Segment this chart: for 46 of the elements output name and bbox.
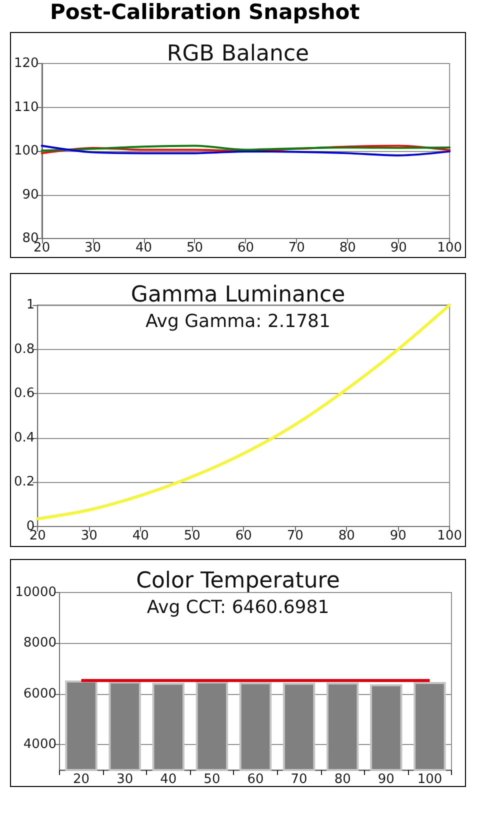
chart-title: Gamma Luminance [130,282,346,308]
x-tick-label: 30 [116,772,134,787]
line-series [36,304,452,520]
y-tick-label: 6000 [23,686,56,702]
y-tick-label: 1 [26,298,35,312]
y-tick-label: 4000 [23,737,56,752]
x-tick-label: 30 [80,528,98,544]
y-tick-label: 0.8 [14,342,35,357]
x-tick-label: 30 [84,240,102,256]
x-tick-label: 100 [417,772,442,787]
y-tick-label: 100 [14,144,39,158]
x-tick-label: 50 [184,528,200,544]
x-tick-label: 90 [390,240,407,256]
chart-subtitle: Avg Gamma: 2.1781 [146,311,330,332]
x-tick-label: 60 [235,528,252,544]
y-tick-label: 0.6 [14,386,35,402]
y-tick-label: 90 [22,187,39,202]
x-tick-label: 20 [73,772,90,787]
chart-subtitle: Avg CCT: 6460.6981 [146,597,330,618]
x-tick-label: 50 [204,772,220,787]
y-tick-label: 120 [14,56,39,71]
y-tick-label: 10000 [15,585,56,600]
x-tick-label: 100 [437,528,462,544]
x-tick-label: 70 [286,528,304,544]
x-tick-label: 40 [132,528,149,544]
chart-title: Color Temperature [136,568,340,594]
x-tick-label: 90 [378,772,394,787]
x-tick-label: 60 [247,772,264,787]
x-tick-label: 50 [186,240,204,256]
x-tick-label: 70 [288,240,305,256]
x-tick-label: 80 [339,240,356,256]
x-tick-label: 80 [334,772,351,787]
x-tick-label: 40 [135,240,152,256]
x-tick-label: 20 [29,528,46,544]
x-tick-label: 80 [338,528,355,544]
text: Post-Calibration Snapshot [50,0,360,25]
y-tick-label: 110 [14,100,39,115]
x-tick-label: 60 [237,240,254,256]
x-tick-label: 40 [160,772,177,787]
y-tick-label: 0.2 [14,474,35,490]
x-tick-label: 70 [290,772,308,787]
x-tick-label: 90 [390,528,406,544]
chart-title: RGB Balance [166,42,310,66]
y-tick-label: 8000 [23,636,56,651]
x-tick-label: 100 [437,240,462,256]
y-tick-label: 0.4 [14,430,35,446]
